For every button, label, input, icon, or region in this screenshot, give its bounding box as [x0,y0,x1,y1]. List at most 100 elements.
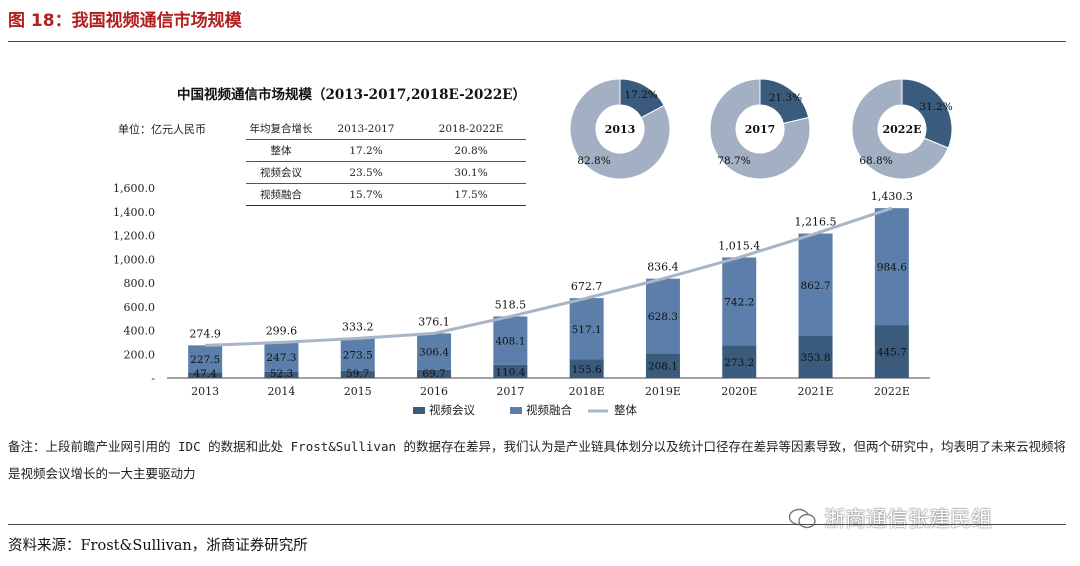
fusion-value-label: 273.5 [343,350,373,362]
conference-value-label: 69.7 [422,368,445,380]
x-tick-label: 2013 [191,385,219,398]
y-tick-label: 1,400.0 [113,206,155,219]
total-value-label: 274.9 [189,327,221,340]
x-tick-label: 2019E [645,385,681,398]
bar-video-conference [493,364,528,378]
donut-slice-label: 31.2% [919,101,952,113]
y-tick-label: 1,000.0 [113,253,155,266]
conference-value-label: 445.7 [877,347,907,359]
x-tick-label: 2015 [344,385,372,398]
fusion-value-label: 862.7 [801,280,831,292]
bar-video-conference [340,370,375,378]
x-tick-label: 2021E [798,385,834,398]
total-value-label: 1,430.3 [871,190,913,203]
total-value-label: 376.1 [418,315,450,328]
conference-value-label: 208.1 [648,361,678,373]
y-tick-label: 200.0 [124,348,156,361]
cagr-cell: 视频融合 [246,183,316,206]
cagr-cell: 20.8% [416,139,526,162]
cagr-header-row: 年均复合增长 2013-2017 2018-2022E [246,118,526,140]
figure-title: 图 18：我国视频通信市场规模 [8,11,242,31]
bar-video-conference [188,372,223,378]
y-tick-label: - [151,372,155,385]
cagr-row: 视频融合 15.7% 17.5% [246,183,526,206]
conference-value-label: 353.8 [801,352,831,364]
donut-slice-label: 68.8% [859,155,892,167]
conference-value-label: 273.2 [724,357,754,369]
unit-label: 单位：亿元人民币 [118,123,206,136]
legend-label: 整体 [614,403,637,417]
total-value-label: 672.7 [571,280,603,293]
bar-video-fusion [417,333,452,370]
bar-video-fusion [264,342,299,372]
fusion-value-label: 628.3 [648,311,678,323]
chart-title: 中国视频通信市场规模（2013-2017,2018E-2022E） [177,87,527,103]
bar-video-fusion [874,208,909,326]
bar-video-fusion [188,345,223,373]
top-divider [8,41,1066,42]
bottom-divider [8,524,1066,525]
donut-slice-label: 78.7% [717,155,750,167]
wechat-icon [788,508,816,529]
y-tick-label: 1,600.0 [113,182,155,195]
donut-slice-fusion [851,78,949,180]
cagr-cell: 视频会议 [246,161,316,184]
fusion-value-label: 306.4 [419,347,449,359]
donut-slice-fusion [709,78,811,180]
cagr-header: 年均复合增长 [246,118,316,140]
cagr-cell: 17.2% [316,139,416,162]
bar-video-fusion [340,338,375,371]
legend-label: 视频会议 [429,403,475,417]
bar-video-fusion [645,278,680,354]
donut-slice-label: 17.2% [624,89,657,101]
fusion-value-label: 742.2 [724,296,754,308]
cagr-row: 视频会议 23.5% 30.1% [246,161,526,184]
fusion-value-label: 247.3 [266,352,296,364]
cagr-cell: 整体 [246,139,316,162]
bar-video-fusion [722,257,757,346]
bar-video-conference [264,371,299,378]
legend-swatch-fusion [510,407,522,414]
cagr-cell: 17.5% [416,183,526,206]
donut-slice-conference [901,78,953,149]
legend-label: 视频融合 [526,403,572,417]
cagr-row: 整体 17.2% 20.8% [246,139,526,162]
total-value-label: 836.4 [647,261,679,274]
donut-center-label: 2017 [745,123,776,136]
conference-value-label: 110.4 [495,366,525,378]
cagr-cell: 15.7% [316,183,416,206]
x-tick-label: 2016 [420,385,448,398]
bar-video-conference [874,325,909,378]
conference-value-label: 47.4 [193,368,217,380]
source-text: 资料来源：Frost&Sullivan，浙商证券研究所 [8,538,308,554]
total-value-label: 333.2 [342,320,374,333]
y-tick-label: 800.0 [124,277,156,290]
watermark: 浙商通信张建民组 [788,503,992,533]
total-value-label: 1,015.4 [718,239,760,252]
y-tick-label: 1,200.0 [113,230,155,243]
total-line [205,206,893,347]
x-tick-label: 2017 [496,385,524,398]
total-value-label: 299.6 [266,324,298,337]
fusion-value-label: 408.1 [495,336,525,348]
bar-video-fusion [493,316,528,365]
y-tick-label: 600.0 [124,301,156,314]
donut-center-label: 2022E [883,123,922,136]
legend-swatch-conference [413,407,425,414]
conference-value-label: 52.3 [270,368,293,380]
donut-slice-label: 82.8% [577,155,610,167]
bar-video-conference [417,369,452,378]
conference-value-label: 155.6 [572,364,602,376]
total-value-label: 518.5 [495,298,527,311]
x-tick-label: 2014 [267,385,295,398]
market-size-chart: - 200.0 400.0 600.0 800.0 1,000.0 1,200.0 1,400… [113,78,953,417]
bar-video-fusion [798,233,833,336]
bar-video-conference [645,353,680,378]
fusion-value-label: 984.6 [877,262,907,274]
cagr-header: 2013-2017 [316,118,416,140]
cagr-cell: 23.5% [316,161,416,184]
x-tick-label: 2018E [569,385,605,398]
cagr-table: 年均复合增长 2013-2017 2018-2022E 整体 17.2% 20.… [246,118,526,206]
cagr-header: 2018-2022E [416,118,526,140]
donut-center-label: 2013 [605,123,636,136]
